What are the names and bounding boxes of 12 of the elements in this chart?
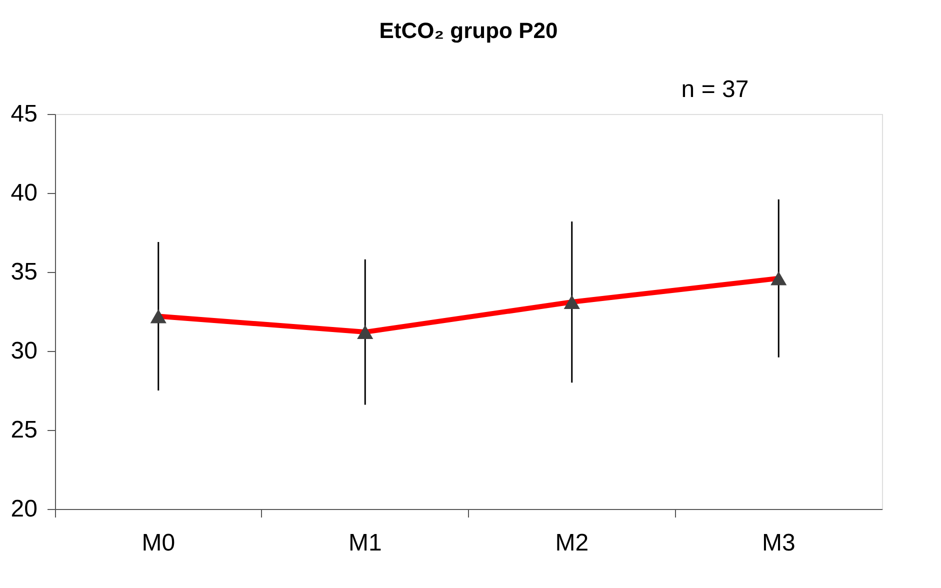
y-tick-label: 30 [10,338,38,364]
y-tick-label: 40 [10,180,38,206]
y-tick-label: 25 [10,416,38,444]
y-tick-label: 20 [10,496,38,522]
y-tick-label: 35 [10,258,38,286]
x-tick-label: M3 [762,530,796,556]
x-tick-label: M0 [142,530,176,556]
y-tick-label: 45 [10,100,38,128]
chart-title: EtCO₂ grupo P20 [379,18,558,43]
x-tick-label: M2 [555,530,589,556]
x-tick-label: M1 [348,530,382,556]
text: n = 37 [681,76,749,103]
